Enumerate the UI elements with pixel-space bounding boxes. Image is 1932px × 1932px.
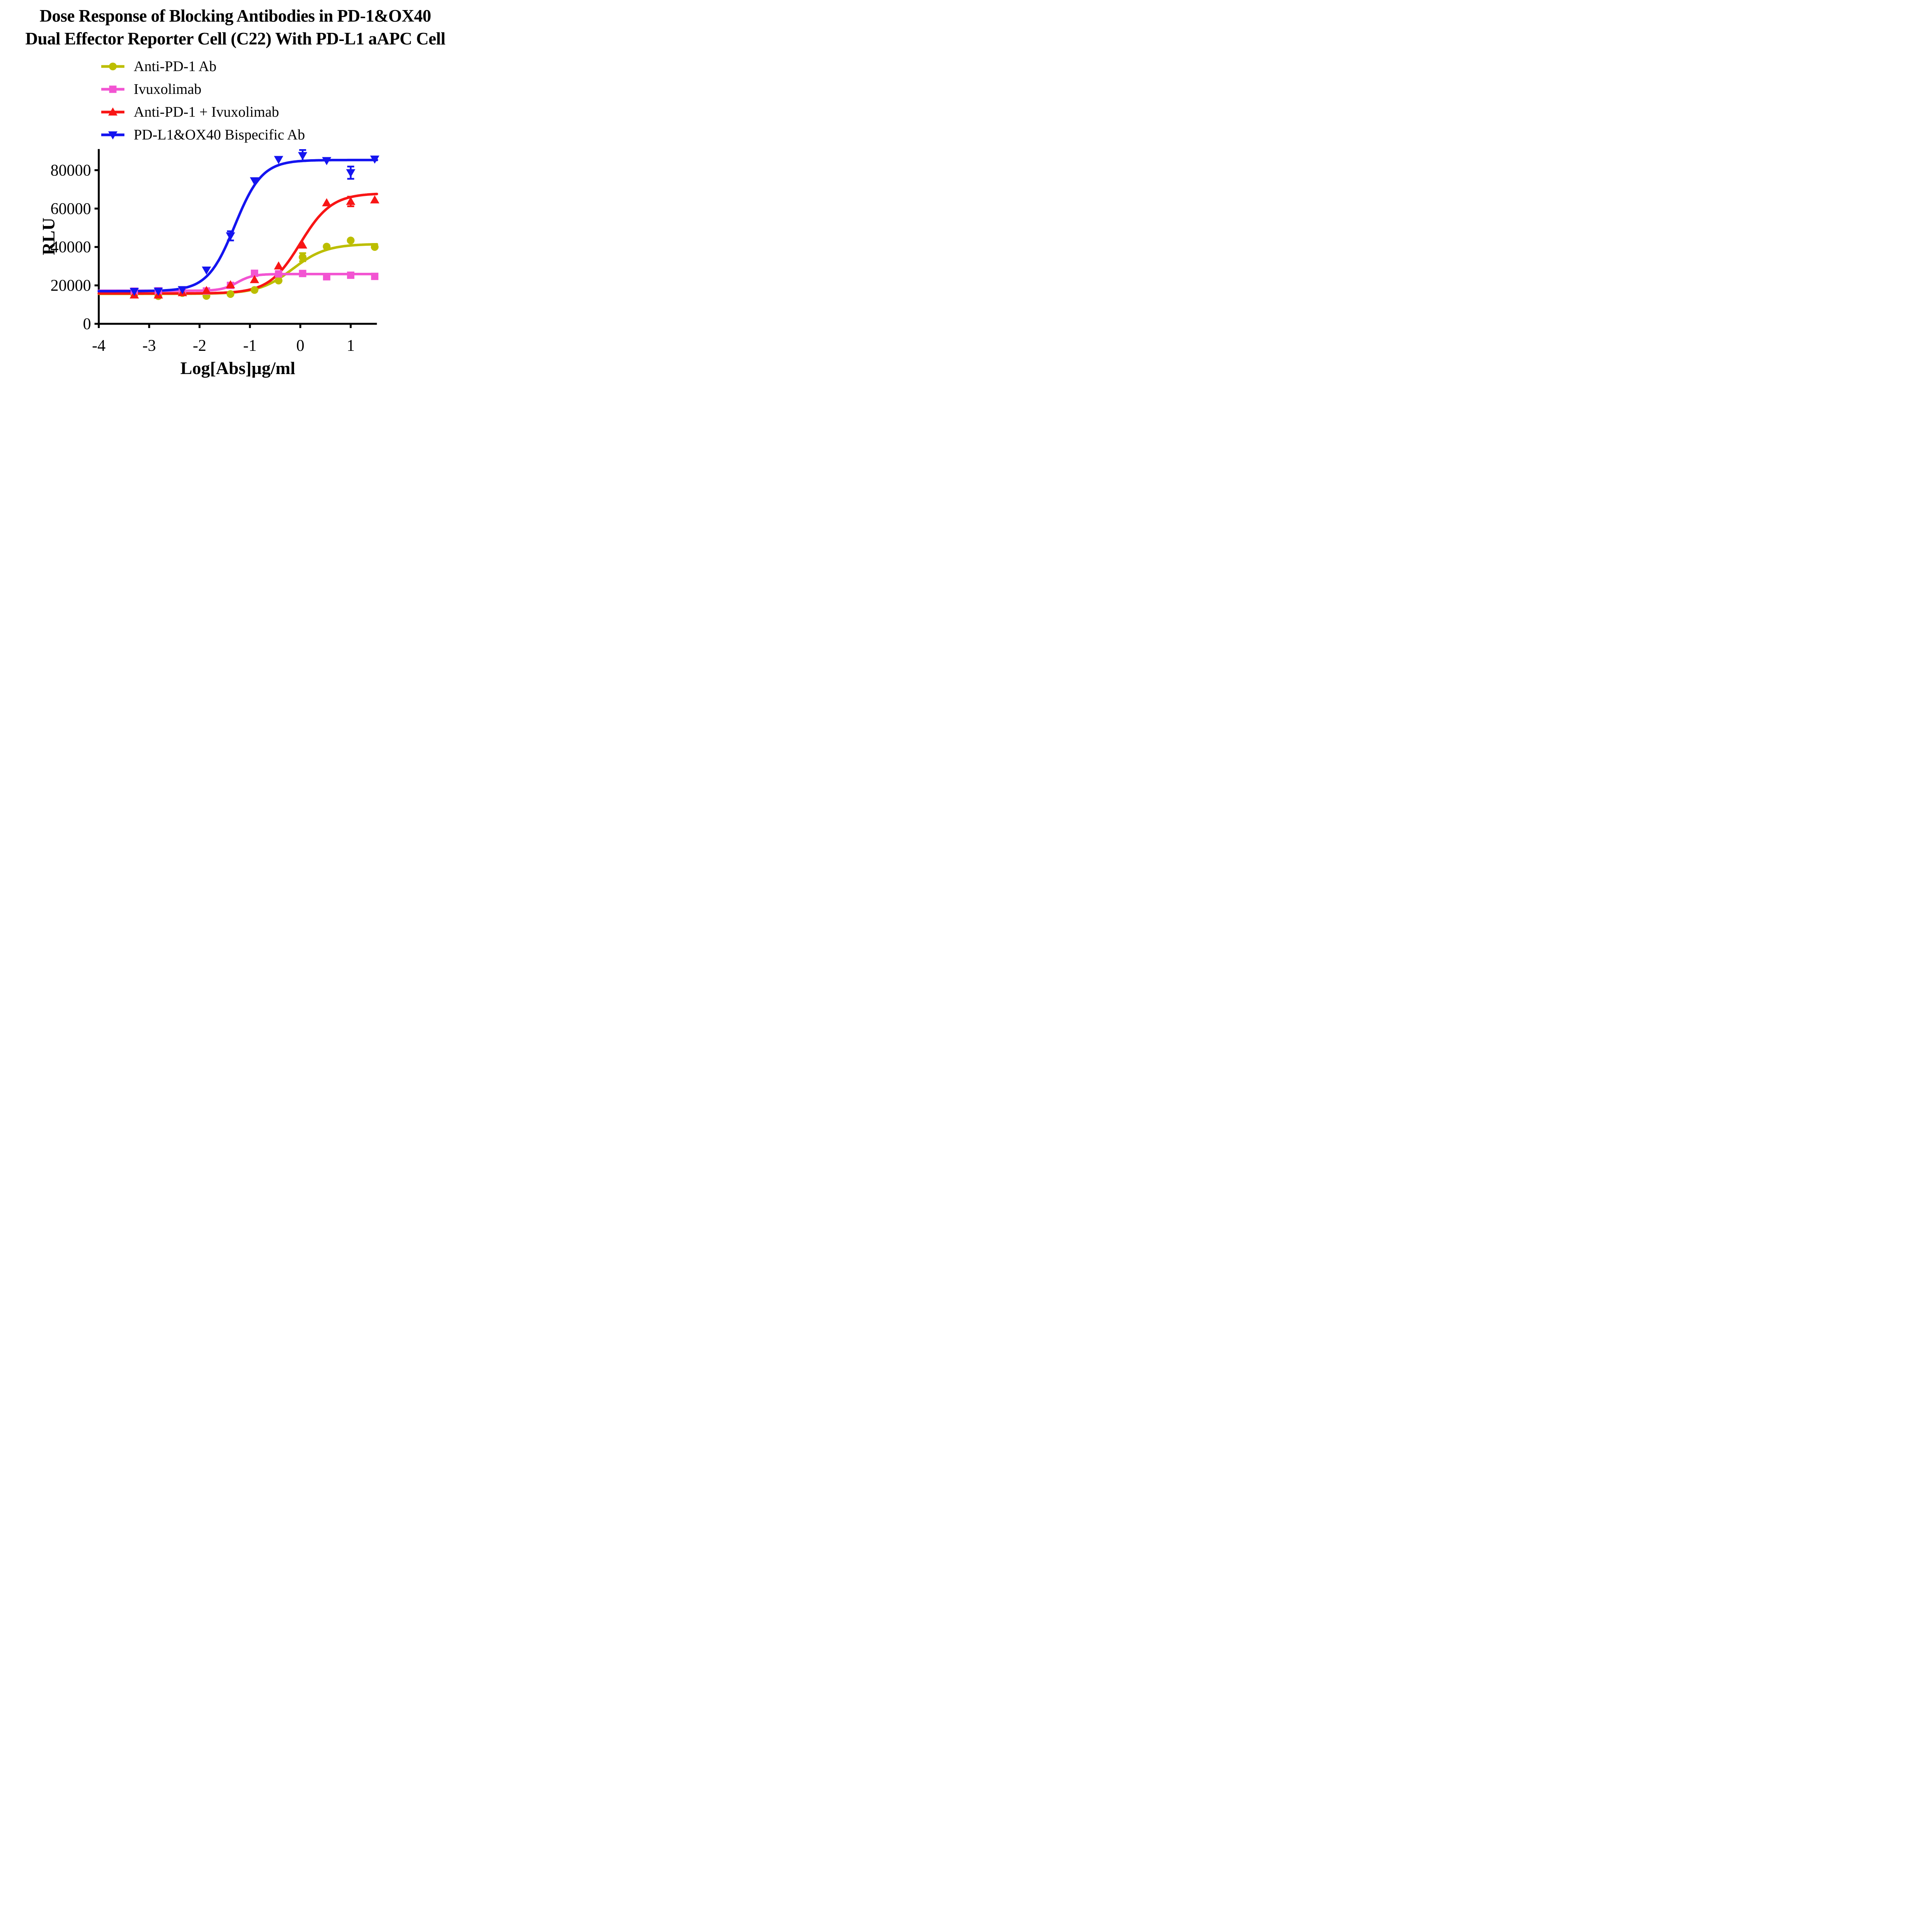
fit-curve-4 — [97, 158, 378, 293]
legend-item: Anti-PD-1 + Ivuxolimab — [100, 100, 305, 123]
x-axis-title: Log[Abs]µg/ml — [180, 358, 295, 378]
data-point — [370, 195, 379, 204]
data-point — [202, 266, 211, 275]
y-tick-label: 20000 — [51, 277, 91, 295]
legend-label: PD-L1&OX40 Bispecific Ab — [134, 126, 305, 143]
data-point — [202, 286, 211, 294]
legend-label: Anti-PD-1 + Ivuxolimab — [134, 104, 279, 120]
data-point — [323, 273, 330, 281]
data-point — [275, 270, 282, 278]
x-tick-label: -4 — [92, 337, 105, 355]
chart-canvas: 0 20000 40000 60000 80000 -4 -3 -2 -1 0 1 Log[Abs]µ… — [39, 149, 379, 378]
x-tick-label: 1 — [347, 337, 355, 355]
data-point — [370, 155, 379, 164]
data-point — [346, 197, 355, 205]
y-tick-label: 80000 — [51, 162, 91, 179]
data-point — [250, 275, 259, 283]
data-point — [299, 253, 307, 261]
x-tick-label: 0 — [296, 337, 304, 355]
data-point — [250, 286, 259, 294]
legend-item: Ivuxolimab — [100, 78, 305, 100]
legend-item: Anti-PD-1 Ab — [100, 55, 305, 78]
data-point — [274, 261, 283, 270]
legend: Anti-PD-1 Ab Ivuxolimab Anti-PD-1 + Ivuxol… — [100, 55, 305, 146]
fit-curve-3 — [97, 192, 378, 295]
data-point — [226, 290, 235, 298]
data-point — [109, 85, 117, 93]
legend-label: Ivuxolimab — [134, 81, 202, 97]
y-axis-title: RLU — [39, 218, 58, 255]
y-tick-label: 0 — [83, 315, 91, 333]
data-point — [298, 240, 308, 249]
data-point — [250, 177, 259, 185]
chart-title: Dose Response of Blocking Antibodies in … — [0, 5, 471, 51]
data-point — [298, 152, 308, 160]
data-point — [346, 169, 355, 177]
data-point — [178, 286, 187, 294]
data-point — [322, 157, 332, 165]
chart-title-line1: Dose Response of Blocking Antibodies in … — [39, 6, 431, 26]
data-point — [323, 243, 331, 251]
data-point — [226, 232, 235, 241]
data-point — [153, 287, 163, 296]
data-point — [251, 269, 259, 277]
data-point — [129, 288, 139, 296]
data-point — [226, 280, 235, 289]
data-point — [347, 236, 355, 245]
data-point — [274, 277, 282, 285]
dose-response-figure: Dose Response of Blocking Antibodies in … — [0, 0, 471, 387]
legend-marker-triangle-down-icon — [101, 131, 124, 139]
y-tick-label: 40000 — [51, 238, 91, 256]
x-tick-label: -3 — [143, 337, 156, 355]
y-tick-label: 60000 — [51, 200, 91, 218]
fit-curve-1 — [97, 243, 378, 295]
legend-marker-circle-icon — [101, 62, 124, 70]
chart-title-line2: Dual Effector Reporter Cell (C22) With P… — [25, 29, 446, 49]
data-point — [109, 62, 117, 70]
data-point — [371, 243, 379, 251]
data-point — [108, 131, 117, 139]
legend-marker-square-icon — [101, 85, 124, 93]
data-point — [274, 156, 283, 164]
data-point — [371, 272, 379, 280]
legend-item: PD-L1&OX40 Bispecific Ab — [100, 123, 305, 146]
fit-curve-2 — [97, 273, 378, 292]
data-point — [108, 107, 117, 116]
legend-label: Anti-PD-1 Ab — [134, 58, 217, 75]
data-point — [347, 271, 355, 279]
legend-marker-triangle-up-icon — [101, 107, 124, 116]
x-tick-label: -2 — [193, 337, 206, 355]
data-point — [322, 198, 332, 206]
data-point — [299, 270, 306, 277]
x-tick-label: -1 — [243, 337, 257, 355]
